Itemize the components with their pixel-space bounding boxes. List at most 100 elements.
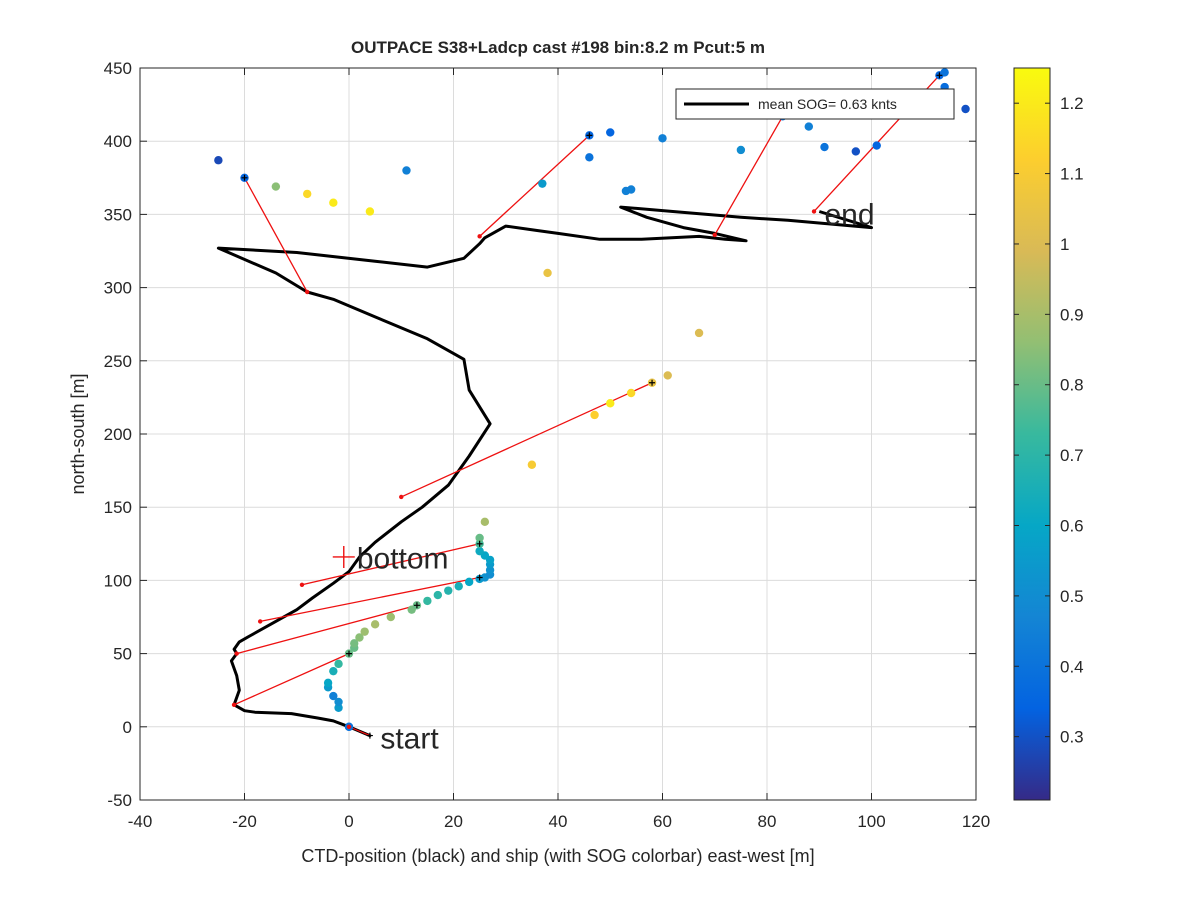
ship-point <box>433 590 443 600</box>
ship-point <box>386 612 395 622</box>
ctd-end-marker <box>257 619 263 624</box>
legend-label: mean SOG= 0.63 knts <box>758 96 897 112</box>
connection-line <box>233 653 350 706</box>
ship-point <box>658 134 667 143</box>
colorbar-ticks: 0.3 0.4 0.5 0.6 0.7 0.8 0.9 1 1.1 1.2 <box>1014 94 1084 747</box>
ship-point <box>626 185 636 194</box>
annotation-start: start <box>380 723 439 756</box>
ship-point <box>329 691 338 701</box>
ship-point <box>365 207 375 216</box>
colorbar-tick-label: 0.9 <box>1060 305 1084 324</box>
ship-point <box>475 533 484 543</box>
y-tick-label: 150 <box>104 498 132 517</box>
ship-point <box>329 666 338 676</box>
connection-line <box>714 115 784 236</box>
ctd-end-marker <box>399 494 404 500</box>
annotation-end: end <box>824 198 874 231</box>
colorbar-tick-label: 1 <box>1060 235 1069 254</box>
ship-point <box>527 460 537 469</box>
colorbar-tick-label: 1.2 <box>1060 94 1084 113</box>
ship-point <box>585 153 594 162</box>
x-axis-label: CTD-position (black) and ship (with SOG … <box>301 846 814 866</box>
y-tick-label: 250 <box>104 352 132 371</box>
ship-end-marker <box>476 540 483 547</box>
ctd-end-marker <box>231 702 237 708</box>
ship-point <box>360 627 369 636</box>
ship-point <box>961 104 970 114</box>
ship-point <box>350 639 359 648</box>
ship-point <box>590 410 599 420</box>
colorbar-tick-label: 1.1 <box>1060 165 1084 184</box>
ship-point <box>820 142 829 152</box>
ship-end-marker <box>936 72 943 79</box>
ship-point <box>334 697 343 707</box>
ship-point <box>485 565 495 575</box>
colorbar <box>1013 67 1051 801</box>
ship-end-marker <box>476 574 483 581</box>
x-tick-label: -20 <box>232 812 257 831</box>
ship-point <box>694 328 704 338</box>
ship-end-marker <box>346 650 352 657</box>
y-tick-label: 50 <box>113 645 132 664</box>
ship-point <box>480 517 490 527</box>
ship-point <box>370 620 380 629</box>
ship-end-marker <box>649 379 656 386</box>
ctd-track-layer <box>216 205 873 738</box>
ctd-end-marker <box>299 582 305 587</box>
ship-point <box>423 596 432 606</box>
ship-point <box>444 586 453 595</box>
ship-point <box>538 179 547 188</box>
y-tick-label: 400 <box>104 132 132 151</box>
ship-point <box>626 388 636 398</box>
connection-line <box>260 576 480 623</box>
ship-point <box>402 166 411 175</box>
ship-point <box>323 678 333 688</box>
ship-end-marker <box>366 732 373 739</box>
x-tick-label: -40 <box>128 812 153 831</box>
ship-point <box>475 546 484 556</box>
ship-end-marker <box>413 602 420 609</box>
ctd-end-marker <box>346 724 352 729</box>
ship-end-marker <box>241 174 248 181</box>
ctd-track-line <box>216 205 873 738</box>
connection-line <box>301 543 480 586</box>
grid-lines <box>140 68 976 800</box>
ship-point <box>851 147 861 156</box>
ship-point <box>464 577 474 587</box>
colorbar-tick-label: 0.6 <box>1060 517 1084 536</box>
y-axis-label: north-south [m] <box>68 373 88 494</box>
ctd-end-marker <box>477 234 482 239</box>
ctd-end-marker <box>712 232 717 238</box>
colorbar-tick-label: 0.8 <box>1060 376 1084 395</box>
ship-point <box>736 145 746 155</box>
x-tick-label: 80 <box>758 812 777 831</box>
y-tick-label: 450 <box>104 59 132 78</box>
markers-layer <box>231 72 943 739</box>
ship-point <box>606 128 615 137</box>
y-tick-label: 100 <box>104 571 132 590</box>
ship-end-marker <box>586 132 593 139</box>
x-tick-label: 120 <box>962 812 990 831</box>
x-tick-label: 40 <box>549 812 568 831</box>
y-tick-label: 200 <box>104 425 132 444</box>
colorbar-tick-label: 0.7 <box>1060 446 1084 465</box>
legend-box: mean SOG= 0.63 knts <box>675 88 955 120</box>
ship-point <box>334 703 343 712</box>
x-tick-label: 100 <box>857 812 885 831</box>
colorbar-tick-label: 0.4 <box>1060 657 1084 676</box>
colorbar-tick-label: 0.3 <box>1060 728 1084 747</box>
y-tick-label: 0 <box>123 718 132 737</box>
y-tick-label: 350 <box>104 205 132 224</box>
connection-line <box>479 134 590 237</box>
annotations-layer: start bottom end <box>357 198 875 755</box>
x-axis-ticks: -40 -20 0 20 40 60 80 100 120 <box>128 68 990 831</box>
annotation-bottom: bottom <box>357 542 449 575</box>
ship-point <box>334 659 343 669</box>
ship-point <box>872 141 881 150</box>
connection-line <box>243 177 308 293</box>
chart-title: OUTPACE S38+Ladcp cast #198 bin:8.2 m Pc… <box>351 38 765 57</box>
bottom-marker <box>332 545 355 568</box>
connection-line <box>236 604 418 655</box>
